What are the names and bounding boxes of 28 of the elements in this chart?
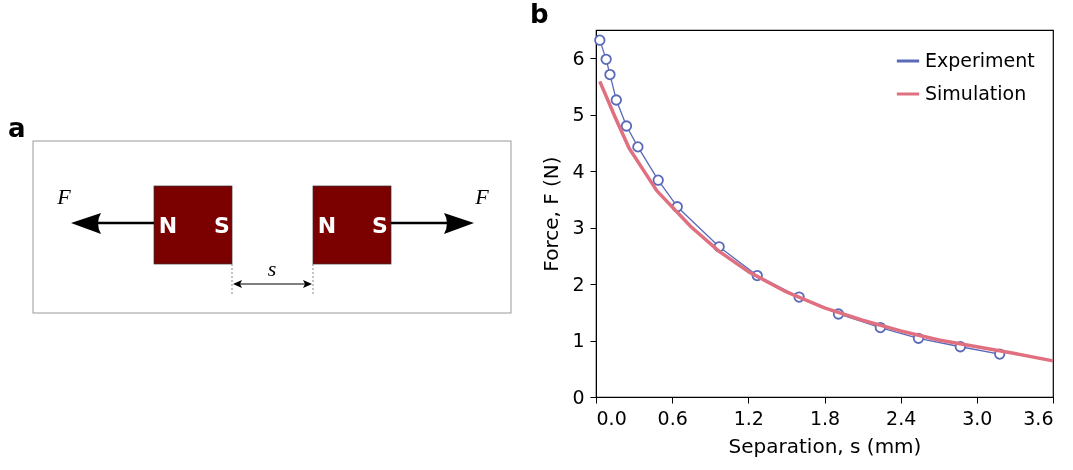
text: s bbox=[267, 256, 277, 281]
text: a bbox=[8, 113, 26, 143]
y-axis-title: Force, F (N) bbox=[539, 156, 564, 272]
x-tick-label: 2.4 bbox=[886, 406, 917, 429]
legend-label: Experiment bbox=[925, 49, 1035, 71]
y-tick-label: 5 bbox=[572, 103, 585, 126]
x-tick-label: 3.6 bbox=[1023, 406, 1054, 429]
y-tick-label: 6 bbox=[572, 46, 585, 69]
x-tick-label: 3.0 bbox=[962, 406, 993, 429]
x-tick-label: 0.6 bbox=[657, 406, 688, 429]
legend-label: Simulation bbox=[925, 82, 1027, 104]
x-tick-label: 0.0 bbox=[596, 406, 627, 429]
y-tick-label: 3 bbox=[572, 216, 585, 239]
text: S bbox=[372, 213, 388, 238]
text: F bbox=[474, 184, 490, 209]
text: S bbox=[214, 213, 230, 238]
y-tick-label: 2 bbox=[572, 272, 585, 295]
line-series bbox=[598, 79, 1055, 363]
y-tick-label: 0 bbox=[572, 385, 585, 408]
chart-title: b bbox=[530, 0, 549, 29]
y-tick-label: 4 bbox=[572, 159, 585, 182]
x-tick-label: 1.2 bbox=[733, 406, 764, 429]
text: N bbox=[158, 213, 178, 238]
x-tick-label: 1.8 bbox=[809, 406, 841, 429]
text: N bbox=[317, 213, 337, 238]
text: F bbox=[56, 184, 72, 209]
y-tick-label: 1 bbox=[572, 329, 585, 352]
x-axis-title: Separation, s (mm) bbox=[728, 433, 922, 458]
